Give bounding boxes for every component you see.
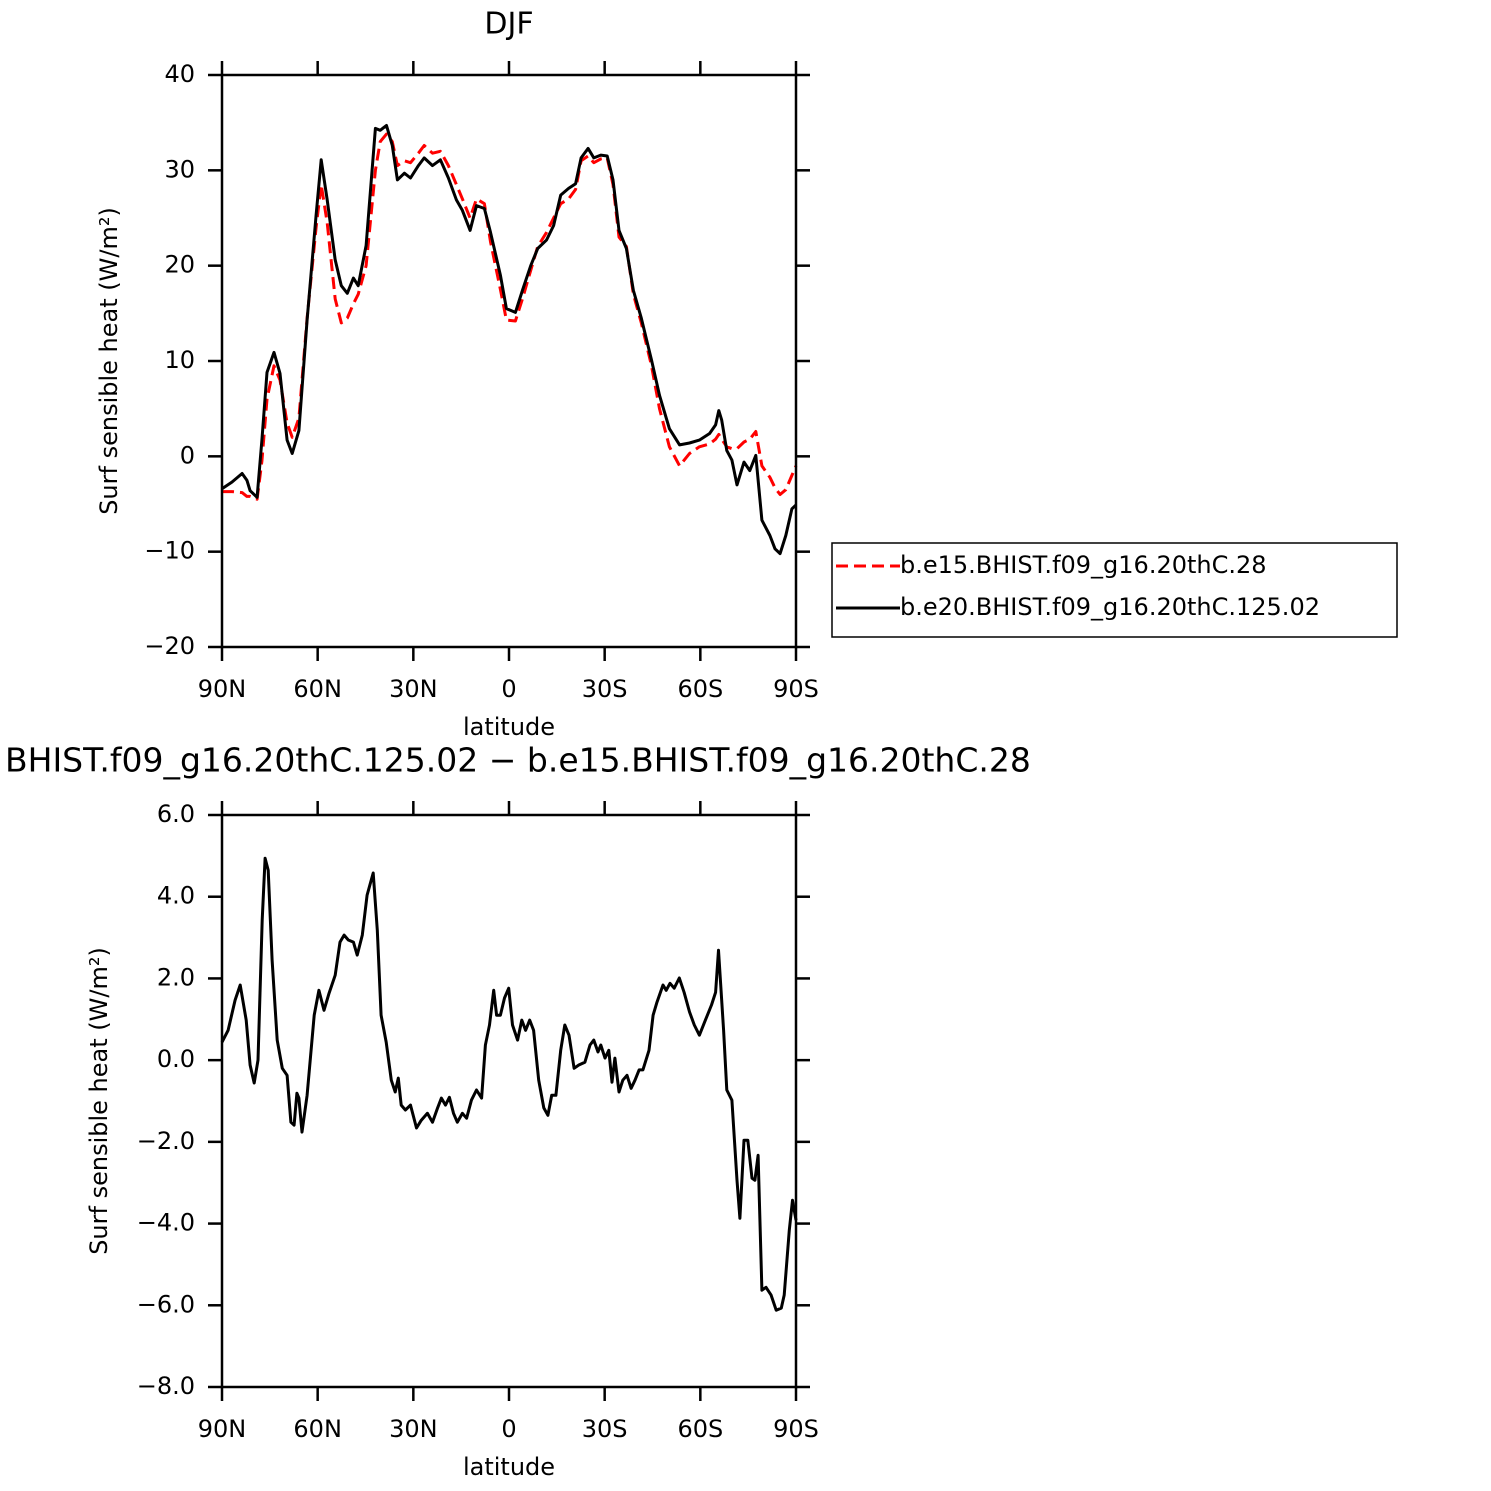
y-axis-label: Surf sensible heat (W/m²)	[85, 947, 113, 1255]
x-tick-label: 90N	[198, 1415, 247, 1443]
x-axis-label: latitude	[463, 713, 555, 741]
x-tick-label: 0	[501, 675, 516, 703]
plot-frame	[220, 73, 798, 649]
x-tick-label: 60S	[677, 675, 723, 703]
x-tick-label: 60N	[293, 675, 342, 703]
x-tick-label: 90S	[773, 675, 819, 703]
x-tick-label: 0	[501, 1415, 516, 1443]
y-tick-label: 30	[164, 155, 195, 183]
x-tick-label: 60N	[293, 1415, 342, 1443]
data-line	[221, 124, 798, 556]
x-axis-label: latitude	[463, 1453, 555, 1481]
y-tick-label: 2.0	[157, 963, 195, 991]
y-tick-label: −20	[144, 632, 195, 660]
y-axis-label: Surf sensible heat (W/m²)	[95, 207, 123, 515]
plot-frame	[220, 813, 798, 1389]
data-line	[220, 856, 798, 1312]
y-tick-label: −6.0	[137, 1290, 195, 1318]
y-tick-label: 20	[164, 251, 195, 279]
x-tick-label: 30N	[389, 1415, 438, 1443]
x-tick-label: 90N	[198, 675, 247, 703]
y-tick-label: 6.0	[157, 800, 195, 828]
x-tick-label: 30S	[582, 1415, 628, 1443]
y-tick-label: 0	[180, 441, 195, 469]
y-tick-label: 0.0	[157, 1045, 195, 1073]
legend-label: b.e15.BHIST.f09_g16.20thC.28	[900, 551, 1267, 579]
chart-title: BHIST.f09_g16.20thC.125.02 − b.e15.BHIST…	[5, 741, 1031, 780]
x-tick-label: 90S	[773, 1415, 819, 1443]
x-tick-label: 60S	[677, 1415, 723, 1443]
y-tick-label: 4.0	[157, 882, 195, 910]
y-tick-label: −4.0	[137, 1209, 195, 1237]
x-tick-label: 30N	[389, 675, 438, 703]
legend-label: b.e20.BHIST.f09_g16.20thC.125.02	[900, 593, 1320, 621]
legend-box	[831, 542, 1398, 638]
y-tick-label: −2.0	[137, 1127, 195, 1155]
y-tick-label: 10	[164, 346, 195, 374]
y-tick-label: −8.0	[137, 1372, 195, 1400]
chart-title: DJF	[484, 7, 533, 42]
y-tick-label: −10	[144, 537, 195, 565]
y-tick-label: 40	[164, 60, 195, 88]
x-tick-label: 30S	[582, 675, 628, 703]
